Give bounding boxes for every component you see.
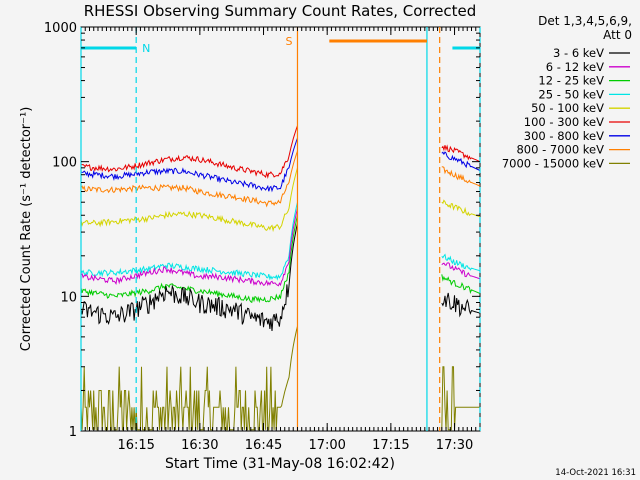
- series-25-50-kev-line-after-gap: [441, 253, 481, 272]
- legend-entry-label: 7000 - 15000 keV: [502, 156, 604, 170]
- series-3-6-kev-line: [80, 222, 298, 332]
- series-12-25-kev-line: [80, 215, 298, 304]
- series-50-100-kev-line-after-gap: [441, 199, 481, 218]
- series-7000-15000-kev-line: [80, 326, 298, 431]
- series-3-6-kev-line-after-gap: [441, 292, 481, 318]
- plot-area: [80, 26, 481, 432]
- y-tick-label: 1000: [44, 21, 77, 36]
- series-50-100-kev-line: [80, 167, 298, 233]
- x-axis-label: Start Time (31-May-08 16:02:42): [165, 456, 395, 472]
- series-25-50-kev-line: [80, 202, 298, 281]
- series-800-7000-kev-line: [80, 150, 298, 208]
- x-tick-label: 17:00: [308, 438, 345, 453]
- saa-flag-label: S: [285, 35, 292, 48]
- series-6-12-kev-line-after-gap: [441, 262, 481, 280]
- axes-layer: 16:15 16:30 16:45 17:00 17:15 17:30 1 10 100 1000: [44, 21, 480, 453]
- x-tick-label: 16:30: [181, 438, 218, 453]
- legend-entry-label: 800 - 7000 keV: [516, 143, 604, 157]
- x-tick-label: 17:30: [436, 438, 473, 453]
- series-12-25-kev-line-after-gap: [441, 274, 481, 295]
- series-800-7000-kev-line-after-gap: [441, 166, 481, 187]
- legend-entry-label: 3 - 6 keV: [553, 46, 604, 60]
- series-100-300-kev-line: [80, 125, 298, 179]
- series-7000-15000-kev-line-after-gap: [441, 366, 480, 431]
- legend-header-line-2: Att 0: [603, 28, 632, 42]
- y-tick-label: 10: [60, 290, 77, 305]
- y-axis-label: Corrected Count Rate (s⁻¹ detector⁻¹): [19, 107, 34, 352]
- night-flag-label: N: [142, 42, 150, 55]
- legend-entry-label: 100 - 300 keV: [524, 115, 604, 129]
- series-300-800-kev-line-after-gap: [441, 151, 481, 171]
- legend-entry-label: 25 - 50 keV: [538, 87, 604, 101]
- legend-entry-label: 50 - 100 keV: [531, 101, 604, 115]
- series-300-800-kev-line: [80, 137, 298, 193]
- y-tick-label: 1: [69, 425, 77, 440]
- series-100-300-kev-line-after-gap: [441, 144, 481, 163]
- series-layer: [80, 125, 481, 431]
- chart-title: RHESSI Observing Summary Count Rates, Co…: [84, 2, 477, 20]
- x-tick-label: 16:15: [117, 438, 154, 453]
- legend-header-line-1: Det 1,3,4,5,6,9,: [538, 14, 632, 28]
- y-tick-label: 100: [52, 156, 77, 171]
- legend-entry-label: 300 - 800 keV: [524, 129, 604, 143]
- annotation-layer: NS: [80, 27, 481, 431]
- legend-entry-label: 12 - 25 keV: [538, 74, 604, 88]
- legend-entry-label: 6 - 12 keV: [546, 60, 604, 74]
- x-tick-label: 16:45: [245, 438, 282, 453]
- series-6-12-kev-line: [80, 208, 298, 287]
- x-tick-label: 17:15: [372, 438, 409, 453]
- footer-timestamp: 14-Oct-2021 16:31: [555, 468, 636, 478]
